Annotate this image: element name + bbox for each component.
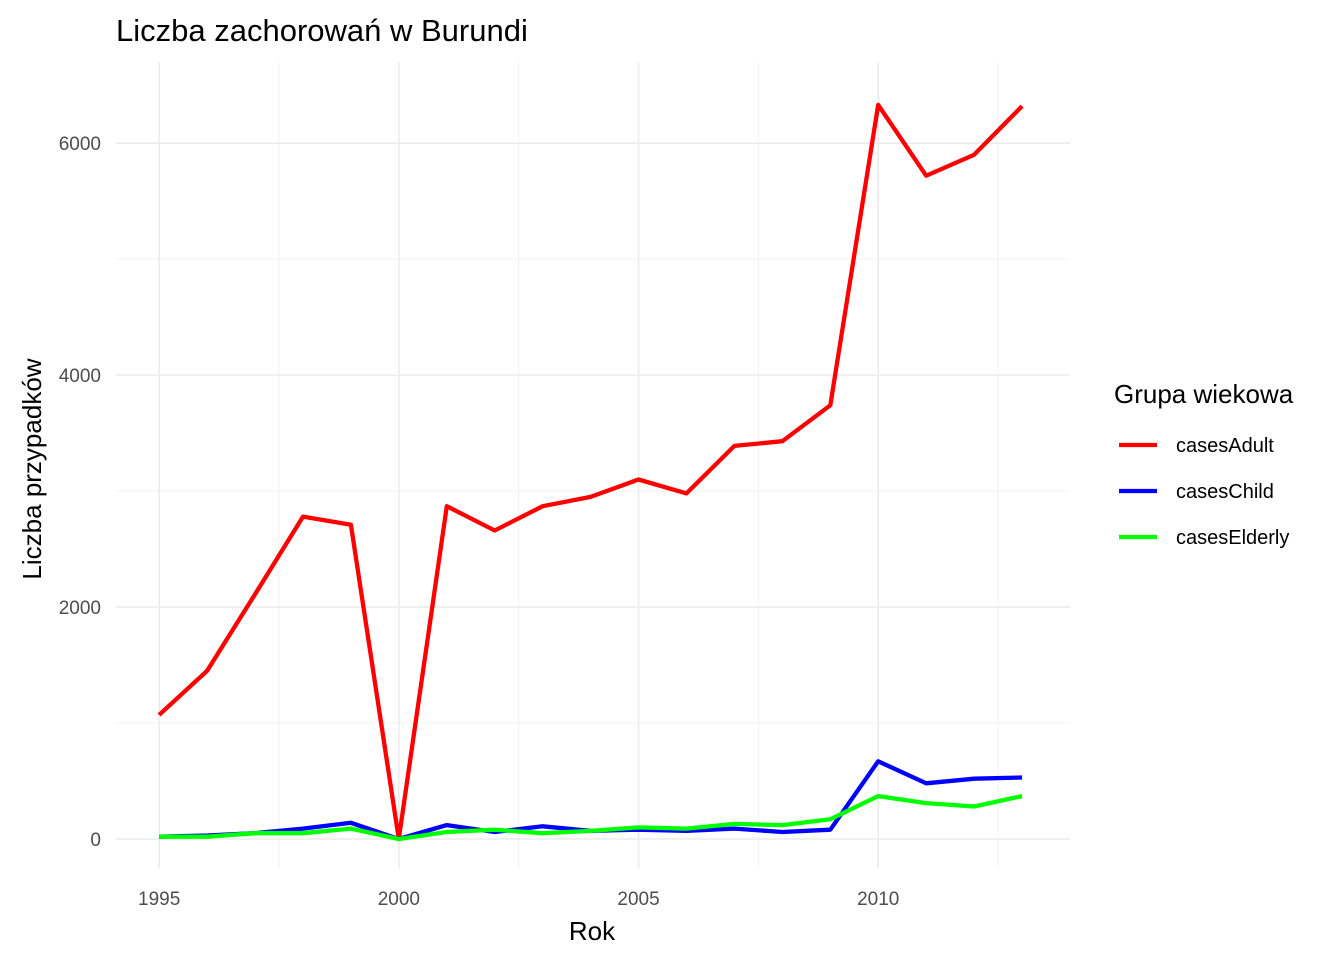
plot-area (157, 102, 1024, 842)
y-tick-label: 2000 (59, 598, 101, 619)
legend: Grupa wiekowa casesAdult casesChild casesE… (1114, 379, 1294, 549)
legend-label-casesAdult: casesAdult (1176, 435, 1274, 457)
legend-label-casesElderly: casesElderly (1176, 527, 1289, 549)
y-axis-title: Liczba przypadków (17, 358, 47, 579)
y-tick-label: 4000 (59, 366, 101, 387)
y-axis: 0 2000 4000 6000 (59, 134, 101, 851)
y-tick-label: 6000 (59, 134, 101, 155)
x-tick-label: 2010 (857, 889, 899, 910)
x-axis: 1995 2000 2005 2010 (138, 889, 899, 910)
legend-label-casesChild: casesChild (1176, 481, 1274, 503)
chart-title: Liczba zachorowań w Burundi (116, 13, 528, 48)
x-axis-title: Rok (569, 916, 616, 946)
series-line-casesAdult (157, 102, 1024, 842)
legend-title: Grupa wiekowa (1114, 379, 1294, 409)
series-line-casesElderly (159, 793, 1023, 842)
y-tick-label: 0 (90, 830, 101, 851)
grid (116, 62, 1070, 868)
x-tick-label: 1995 (138, 889, 180, 910)
x-tick-label: 2000 (378, 889, 420, 910)
x-tick-label: 2005 (617, 889, 659, 910)
